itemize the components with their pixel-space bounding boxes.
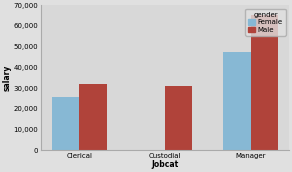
X-axis label: Jobcat: Jobcat bbox=[151, 160, 179, 169]
Bar bbox=[79, 84, 107, 150]
Bar bbox=[251, 15, 278, 150]
Bar bbox=[165, 86, 192, 150]
Y-axis label: salary: salary bbox=[3, 64, 12, 91]
Legend: Female, Male: Female, Male bbox=[245, 9, 286, 36]
Bar bbox=[223, 52, 251, 150]
Bar bbox=[52, 97, 79, 150]
